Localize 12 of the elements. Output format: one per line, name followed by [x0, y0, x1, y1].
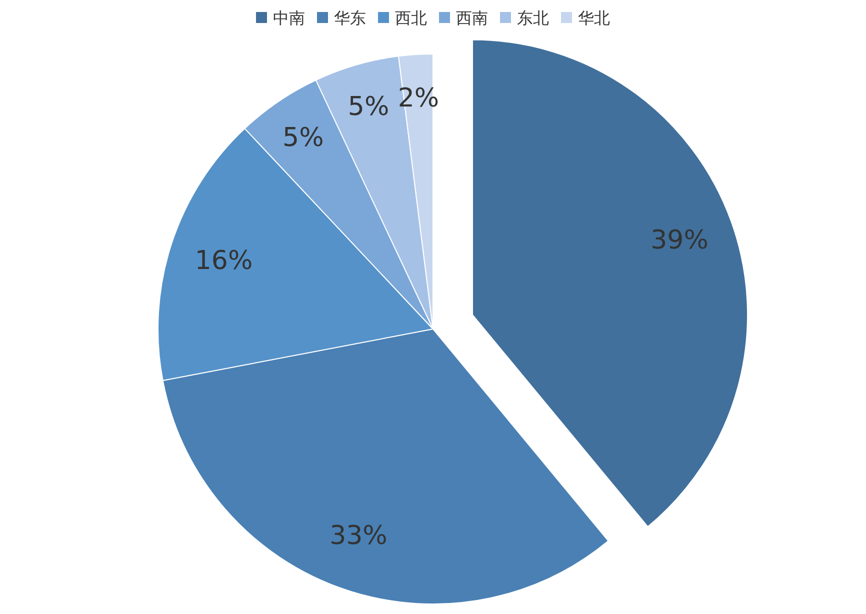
legend-label: 西北: [395, 8, 427, 28]
data-label: 2%: [398, 83, 440, 114]
data-label: 5%: [348, 92, 390, 122]
legend-label: 华北: [578, 8, 610, 28]
legend-label: 东北: [517, 8, 549, 28]
data-label: 33%: [330, 520, 388, 551]
legend-label: 西南: [456, 8, 488, 28]
legend-label: 中南: [273, 8, 305, 28]
legend-label: 华东: [334, 8, 366, 28]
data-label: 39%: [650, 225, 708, 256]
data-label: 16%: [194, 246, 253, 276]
data-label: 5%: [282, 122, 324, 153]
